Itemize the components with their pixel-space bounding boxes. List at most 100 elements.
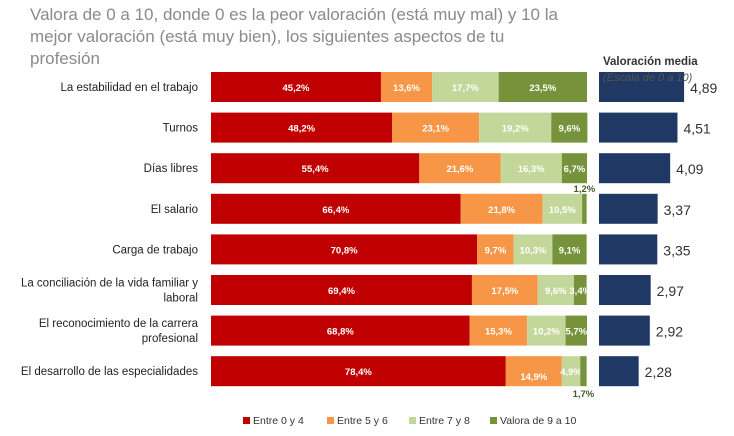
- bar-segment: [460, 193, 543, 224]
- bar-segment: [561, 153, 587, 184]
- legend-label: Valora de 9 a 10: [500, 415, 576, 427]
- data-label: 16,3%: [518, 164, 545, 175]
- bar-segment: [211, 315, 470, 346]
- data-label: 23,5%: [529, 83, 556, 94]
- mean-header: Valoración media: [603, 56, 698, 68]
- mean-label: 3,37: [664, 202, 691, 218]
- data-label: 9,6%: [558, 124, 580, 135]
- data-label: 68,8%: [327, 327, 354, 338]
- data-label: 13,6%: [393, 83, 420, 94]
- bar-segment: [582, 193, 587, 224]
- bar-segment: [211, 275, 472, 305]
- data-label: 5,7%: [565, 327, 587, 338]
- data-label: 9,6%: [545, 286, 567, 297]
- data-label: 23,1%: [422, 124, 449, 135]
- data-label: 9,1%: [559, 245, 581, 256]
- category-label: laboral: [163, 293, 198, 305]
- bar-segment: [477, 234, 514, 265]
- bar-segment: [380, 72, 433, 102]
- data-label: 10,3%: [520, 245, 547, 256]
- data-label: 45,2%: [283, 83, 310, 94]
- mean-bar: [599, 193, 658, 224]
- category-label: El salario: [151, 204, 198, 216]
- data-label: 14,9%: [520, 372, 547, 383]
- category-label: profesional: [142, 333, 198, 345]
- data-label: 6,7%: [564, 164, 586, 175]
- legend-label: Entre 0 y 4: [253, 415, 304, 427]
- bar-segment: [479, 112, 552, 143]
- mean-bar: [599, 275, 651, 305]
- category-label: La conciliación de la vida familiar y: [21, 278, 198, 290]
- mean-bar: [599, 153, 671, 184]
- mean-bar: [599, 356, 639, 387]
- bar-segment: [561, 356, 581, 387]
- data-label: 3,4%: [569, 286, 591, 297]
- data-label: 78,4%: [345, 367, 372, 378]
- legend-swatch: [490, 417, 497, 424]
- data-label: 1,2%: [574, 184, 596, 195]
- data-label: 17,5%: [491, 286, 518, 297]
- bar-segment: [211, 356, 506, 387]
- chart-title: Valora de 0 a 10, donde 0 es la peor val…: [30, 5, 558, 68]
- mean-bar: [599, 234, 658, 265]
- category-label: Carga de trabajo: [112, 244, 198, 256]
- category-label: El reconocimiento de la carrera: [39, 318, 199, 330]
- data-label: 70,8%: [331, 245, 358, 256]
- data-label: 66,4%: [322, 205, 349, 216]
- data-label: 17,7%: [452, 83, 479, 94]
- bar-segment: [432, 72, 499, 102]
- data-label: 1,7%: [573, 389, 595, 400]
- bar-segment: [537, 275, 574, 305]
- bar-segment: [392, 112, 480, 143]
- mean-bar: [599, 72, 685, 102]
- mean-bar: [599, 315, 650, 346]
- category-label: La estabilidad en el trabajo: [61, 82, 198, 94]
- bar-segment: [211, 193, 461, 224]
- data-label: 10,5%: [549, 205, 576, 216]
- mean-subheader: (Escala de 0 a 10): [603, 72, 693, 84]
- bar-segment: [513, 234, 553, 265]
- data-label: 69,4%: [328, 286, 355, 297]
- category-label: El desarrollo de las especialidades: [21, 366, 198, 378]
- mean-label: 2,28: [645, 364, 672, 380]
- legend-swatch: [409, 417, 416, 424]
- mean-label: 4,51: [683, 121, 710, 137]
- data-label: 48,2%: [288, 124, 315, 135]
- bar-segment: [542, 193, 583, 224]
- bar-segment: [498, 72, 587, 102]
- data-label: 19,2%: [502, 124, 529, 135]
- bar-segment: [580, 356, 587, 387]
- bar-segment: [552, 234, 587, 265]
- bar-segment: [505, 356, 562, 387]
- mean-label: 2,92: [656, 324, 683, 340]
- bar-segment: [573, 275, 587, 305]
- legend-label: Entre 5 y 6: [337, 415, 388, 427]
- bar-segment: [211, 234, 478, 265]
- mean-label: 4,09: [676, 161, 703, 177]
- data-label: 15,3%: [485, 327, 512, 338]
- data-label: 21,6%: [446, 164, 473, 175]
- legend-label: Entre 7 y 8: [419, 415, 470, 427]
- data-label: 55,4%: [302, 164, 329, 175]
- bar-segment: [471, 275, 538, 305]
- legend-swatch: [327, 417, 334, 424]
- data-label: 4,9%: [560, 367, 582, 378]
- bar-segment: [500, 153, 562, 184]
- data-label: 21,8%: [488, 205, 515, 216]
- mean-label: 4,89: [690, 80, 717, 96]
- category-label: Turnos: [163, 123, 199, 135]
- mean-label: 3,35: [663, 242, 690, 258]
- bar-segment: [211, 153, 420, 184]
- bar-segment: [419, 153, 501, 184]
- mean-label: 2,97: [657, 283, 684, 299]
- mean-bar: [599, 112, 678, 143]
- bar-segment: [551, 112, 588, 143]
- legend-swatch: [243, 417, 250, 424]
- data-label: 10,2%: [533, 327, 560, 338]
- bar-segment: [469, 315, 528, 346]
- data-label: 9,7%: [485, 245, 507, 256]
- bar-segment: [565, 315, 587, 346]
- category-label: Días libres: [144, 163, 199, 175]
